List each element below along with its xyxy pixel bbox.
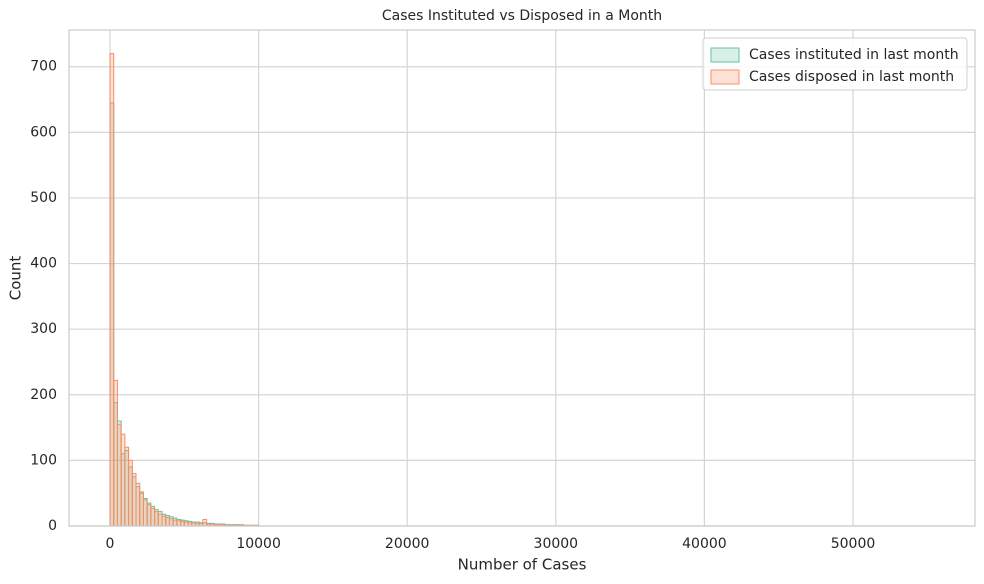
- y-tick-label: 0: [48, 518, 57, 534]
- y-tick-label: 400: [30, 256, 57, 272]
- histogram-bar: [172, 519, 178, 527]
- histogram-bar: [120, 433, 126, 527]
- x-tick-label: 0: [106, 536, 115, 552]
- legend-swatch: [710, 47, 740, 63]
- histogram-bar: [109, 53, 115, 527]
- histogram-bar: [180, 520, 185, 527]
- histogram-bar: [128, 459, 133, 527]
- y-tick-label: 300: [30, 321, 57, 337]
- y-tick-label: 700: [30, 59, 57, 75]
- x-tick-label: 20000: [385, 536, 430, 552]
- y-tick-label: 500: [30, 190, 57, 206]
- y-axis-label: Count: [7, 256, 25, 301]
- histogram-bar: [116, 423, 122, 527]
- histogram-bar: [168, 518, 174, 527]
- y-tick-label: 600: [30, 124, 57, 140]
- histogram-bar: [131, 473, 137, 527]
- plot-frame: [68, 29, 976, 527]
- histogram-bar: [161, 515, 167, 527]
- histogram-bar: [124, 446, 130, 527]
- x-tick-label: 50000: [831, 536, 876, 552]
- histogram-bar: [146, 503, 152, 527]
- x-tick-label: 30000: [534, 536, 579, 552]
- x-tick-label: 40000: [682, 536, 727, 552]
- histogram-bar: [139, 491, 144, 527]
- histogram-bar: [113, 379, 118, 527]
- histogram-bar: [154, 511, 159, 527]
- chart-title: Cases Instituted vs Disposed in a Month: [382, 8, 662, 24]
- legend-label: Cases instituted in last month: [749, 47, 959, 63]
- legend-swatch: [710, 69, 740, 85]
- legend-label: Cases disposed in last month: [749, 69, 954, 85]
- x-tick-label: 10000: [236, 536, 281, 552]
- x-axis-label: Number of Cases: [458, 556, 587, 574]
- legend-box: [702, 37, 968, 91]
- histogram-bar: [150, 507, 156, 527]
- histogram-bar: [135, 482, 141, 527]
- histogram-bar: [202, 518, 208, 527]
- histogram-bar: [176, 520, 182, 527]
- y-tick-label: 200: [30, 387, 57, 403]
- histogram-bar: [165, 516, 170, 527]
- histogram-bar: [157, 513, 163, 527]
- histogram-bar: [142, 499, 148, 527]
- y-tick-label: 100: [30, 452, 57, 468]
